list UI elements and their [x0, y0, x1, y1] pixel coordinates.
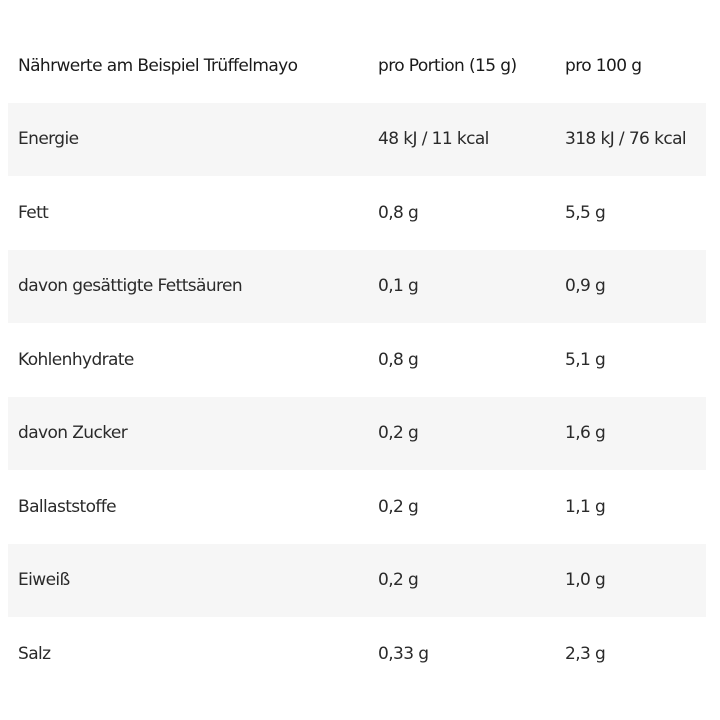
nutrient-name: Kohlenhydrate — [18, 349, 134, 370]
table-row: Ballaststoffe 0,2 g 1,1 g — [8, 470, 706, 544]
per-portion-value: 0,2 g — [378, 543, 565, 617]
per-portion-value: 0,2 g — [378, 496, 419, 517]
per-portion-value: 0,8 g — [378, 202, 419, 223]
table-row: Energie 48 kJ / 11 kcal 318 kJ / 76 kcal — [8, 102, 706, 176]
nutrient-name: Energie — [8, 102, 378, 176]
header-nutrient: Nährwerte am Beispiel Trüffelmayo — [18, 55, 298, 76]
nutrient-name: Ballaststoffe — [18, 496, 117, 517]
table-header: Nährwerte am Beispiel Trüffelmayo pro Po… — [8, 29, 706, 103]
per-100g-value: 1,6 g — [565, 396, 706, 470]
table-row: Kohlenhydrate 0,8 g 5,1 g — [8, 323, 706, 397]
header-per-100g: pro 100 g — [565, 55, 642, 76]
per-portion-value: 0,33 g — [378, 643, 429, 664]
table-row: davon Zucker 0,2 g 1,6 g — [8, 396, 706, 470]
per-100g-value: 1,0 g — [565, 543, 706, 617]
table-row: Salz 0,33 g 2,3 g — [8, 617, 706, 691]
per-100g-value: 0,9 g — [565, 249, 706, 323]
nutrient-name: Eiweiß — [8, 543, 378, 617]
table-row: Fett 0,8 g 5,5 g — [8, 176, 706, 250]
per-100g-value: 5,5 g — [565, 202, 606, 223]
header-per-portion: pro Portion (15 g) — [378, 55, 517, 76]
per-portion-value: 0,8 g — [378, 349, 419, 370]
per-100g-value: 5,1 g — [565, 349, 606, 370]
nutrient-name: davon gesättigte Fettsäuren — [8, 249, 378, 323]
per-portion-value: 0,1 g — [378, 249, 565, 323]
nutrition-table: Nährwerte am Beispiel Trüffelmayo pro Po… — [8, 29, 706, 691]
per-100g-value: 1,1 g — [565, 496, 606, 517]
nutrient-name: Salz — [18, 643, 51, 664]
nutrient-name: davon Zucker — [8, 396, 378, 470]
table-row: davon gesättigte Fettsäuren 0,1 g 0,9 g — [8, 249, 706, 323]
per-portion-value: 0,2 g — [378, 396, 565, 470]
per-100g-value: 318 kJ / 76 kcal — [565, 102, 706, 176]
nutrient-name: Fett — [18, 202, 49, 223]
table-row: Eiweiß 0,2 g 1,0 g — [8, 543, 706, 617]
per-portion-value: 48 kJ / 11 kcal — [378, 102, 565, 176]
per-100g-value: 2,3 g — [565, 643, 606, 664]
